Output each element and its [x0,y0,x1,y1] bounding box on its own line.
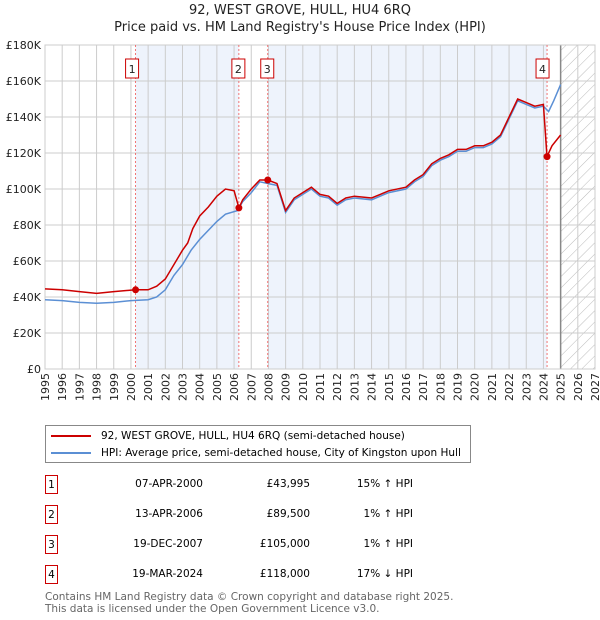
x-tick-label: 2008 [262,373,275,401]
sale-point [264,176,272,184]
sale-number-badge: 3 [45,535,58,554]
x-tick-label: 1995 [39,373,52,401]
hpi-comparison: 15% ↑ HPI [356,478,413,490]
x-tick-label: 2011 [314,373,327,401]
sale-date: 13-APR-2006 [135,508,203,520]
x-tick-label: 2000 [125,373,138,401]
legend-item-price: 92, WEST GROVE, HULL, HU4 6RQ (semi-deta… [51,428,405,444]
y-tick-label: £100K [6,183,42,196]
x-tick-label: 2002 [159,373,172,401]
sale-label-box: 3 [260,58,275,79]
x-tick-label: 2017 [417,373,430,401]
x-tick-label: 2019 [452,373,465,401]
price-chart: 1995 1996 1997 1998 1999 2000 2001 2002 2003 2004… [6,39,600,401]
transaction-row: 4 19-MAR-2024 £118,000 17% ↓ HPI [45,565,445,585]
footer: Contains HM Land Registry data © Crown c… [45,591,453,615]
x-tick-label: 1996 [56,373,69,401]
x-tick-label: 2009 [280,373,293,401]
sale-label-number: 1 [129,63,136,76]
x-tick-label: 2014 [366,373,379,401]
sale-point [543,153,551,161]
shaded-ownership-period [135,45,239,369]
price-paid-line [44,98,562,295]
x-tick-label: 2010 [297,373,310,401]
transaction-row: 2 13-APR-2006 £89,500 1% ↑ HPI [45,505,445,525]
sale-label-box: 2 [231,58,246,79]
x-tick-label: 2022 [503,373,516,401]
legend-blue-line [51,452,91,454]
sale-price: £89,500 [266,508,310,520]
x-tick-label: 1998 [91,373,104,401]
y-tick-label: £0 [27,363,41,376]
sale-date: 07-APR-2000 [135,478,203,490]
hpi-comparison: 17% ↓ HPI [356,568,413,580]
x-tick-label: 2004 [194,373,207,401]
x-tick-label: 2016 [400,373,413,401]
plot-border [44,44,596,370]
chart-title: 92, WEST GROVE, HULL, HU4 6RQ [189,3,411,18]
x-tick-label: 2012 [331,373,344,401]
sale-point [235,204,243,212]
sale-point [132,286,140,294]
sale-number-badge: 4 [45,565,58,584]
transaction-row: 1 07-APR-2000 £43,995 15% ↑ HPI [45,475,445,495]
y-tick-label: £180K [6,39,42,52]
legend: 92, WEST GROVE, HULL, HU4 6RQ (semi-deta… [45,425,471,463]
x-tick-label: 1997 [73,373,86,401]
sale-price: £43,995 [266,478,310,490]
x-tick-label: 2027 [589,373,600,401]
sale-label-box: 1 [125,58,140,79]
sale-label-border [535,58,550,79]
x-tick-label: 1999 [108,373,121,401]
x-tick-label: 2026 [572,373,585,401]
shaded-ownership-period [267,45,548,369]
x-tick-label: 2015 [383,373,396,401]
sale-price: £105,000 [259,538,310,550]
x-tick-label: 2018 [434,373,447,401]
hpi-comparison: 1% ↑ HPI [363,508,413,520]
y-tick-label: £80K [13,219,42,232]
y-tick-label: £120K [6,147,42,160]
sale-label-number: 3 [264,63,271,76]
x-tick-label: 2001 [142,373,155,401]
x-tick-label: 2021 [486,373,499,401]
hpi-comparison: 1% ↑ HPI [363,538,413,550]
legend-item-hpi: HPI: Average price, semi-detached house,… [51,445,461,461]
footer-line-2: This data is licensed under the Open Gov… [45,603,380,615]
y-tick-label: £20K [13,327,42,340]
x-tick-label: 2023 [520,373,533,401]
sale-label-number: 4 [539,63,546,76]
sale-number-badge: 2 [45,505,58,524]
y-tick-label: £160K [6,75,42,88]
sale-label-number: 2 [235,63,242,76]
y-tick-label: £60K [13,255,42,268]
chart-subtitle: Price paid vs. HM Land Registry's House … [114,20,486,35]
sale-label-border [231,58,246,79]
sale-label-border [125,58,140,79]
x-tick-label: 2005 [211,373,224,401]
legend-hpi-label: HPI: Average price, semi-detached house,… [101,447,461,459]
sale-price: £118,000 [259,568,310,580]
x-tick-label: 2024 [537,373,550,401]
transaction-row: 3 19-DEC-2007 £105,000 1% ↑ HPI [45,535,445,555]
x-tick-label: 2006 [228,373,241,401]
sale-label-box: 4 [535,58,550,79]
sale-date: 19-MAR-2024 [132,568,203,580]
hpi-line [44,84,562,305]
x-tick-label: 2007 [245,373,258,401]
x-tick-label: 2003 [177,373,190,401]
x-tick-label: 2020 [469,373,482,401]
sale-number-badge: 1 [45,475,58,494]
y-tick-label: £140K [6,111,42,124]
footer-line-1: Contains HM Land Registry data © Crown c… [45,591,454,603]
x-tick-label: 2025 [555,373,568,401]
x-tick-label: 2013 [348,373,361,401]
sale-date: 19-DEC-2007 [133,538,203,550]
y-tick-label: £40K [13,291,42,304]
legend-red-line [51,435,91,437]
sale-label-border [260,58,275,79]
legend-price-label: 92, WEST GROVE, HULL, HU4 6RQ (semi-deta… [101,430,405,442]
